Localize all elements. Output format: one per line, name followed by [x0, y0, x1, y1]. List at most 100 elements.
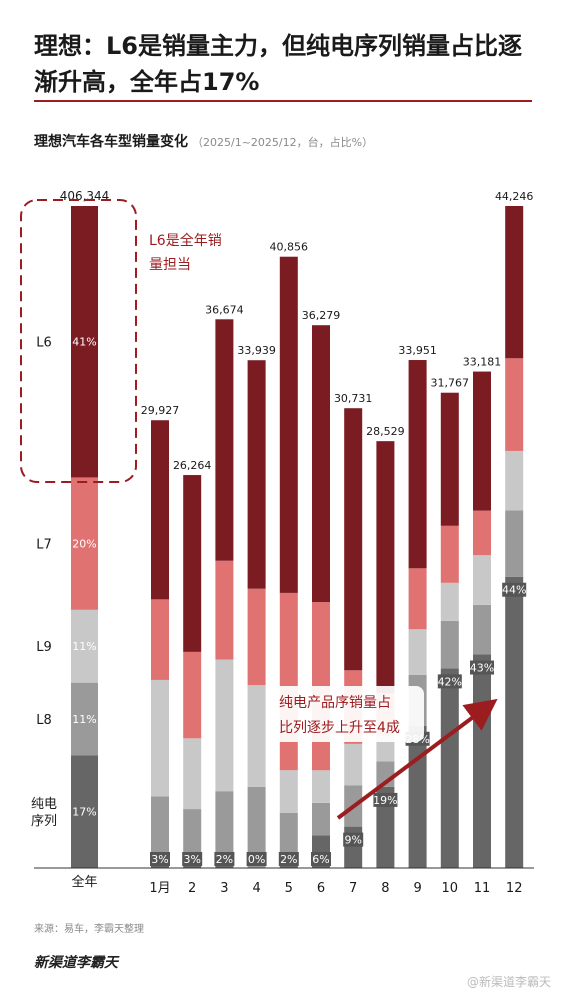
- ev-share-label: 3%: [151, 853, 168, 866]
- bar-segment: [473, 604, 491, 655]
- bar-segment: [279, 770, 298, 813]
- series-row-label: 序列: [31, 814, 57, 829]
- bar-segment: [247, 685, 266, 787]
- bar-total-label: 31,767: [431, 377, 470, 390]
- bar-segment: [312, 770, 330, 803]
- annual-bar-segment: [71, 755, 98, 868]
- ev-trend-arrow: [336, 698, 498, 820]
- chart-subtitle: 理想汽车各车型销量变化 （2025/1~2025/12，台，占比%）: [34, 131, 373, 151]
- ev-share-label: 2%: [216, 853, 233, 866]
- x-tick-label: 1月: [149, 881, 170, 896]
- bar-segment: [247, 588, 266, 686]
- ev-share-badge: [343, 832, 364, 847]
- x-tick-label: 6: [317, 881, 325, 896]
- bar-segment: [344, 408, 363, 671]
- bar-total-label: 33,181: [463, 356, 502, 369]
- bar-segment: [473, 371, 491, 511]
- ev-share-badge: [150, 852, 170, 866]
- series-row-label: L6: [36, 336, 52, 351]
- ev-share-label: 3%: [183, 853, 200, 866]
- bar-total-label: 29,927: [141, 404, 180, 417]
- bar-segment: [312, 325, 330, 603]
- bar-segment: [151, 420, 169, 600]
- ev-share-badge: [182, 852, 203, 866]
- bar-segment: [215, 560, 234, 660]
- bar-total-label: 40,856: [270, 241, 309, 254]
- bar-segment: [440, 668, 459, 868]
- ev-share-label: 9%: [344, 834, 361, 847]
- bar-total-label: 30,731: [334, 392, 373, 405]
- l6-note-line2: 量担当: [149, 257, 191, 273]
- bar-segment: [440, 392, 459, 526]
- bar-segment: [151, 599, 169, 680]
- bar-segment: [473, 555, 491, 605]
- x-tick-label: 4: [252, 881, 260, 896]
- bar-segment: [505, 358, 524, 451]
- x-tick-label: 5: [285, 881, 293, 896]
- x-tick-label: 10: [442, 881, 459, 896]
- bar-segment: [151, 796, 169, 855]
- bar-segment: [473, 654, 491, 868]
- ev-share-badge: [437, 674, 462, 689]
- source-note: 来源：易车，李霸天整理: [34, 924, 144, 935]
- annual-bar-segment: [71, 206, 98, 478]
- ev-share-label: 6%: [312, 853, 329, 866]
- annual-bar-segment: [71, 477, 98, 610]
- ev-share-label: 19%: [373, 794, 397, 807]
- title-divider: [34, 100, 532, 102]
- bar-segment: [505, 450, 524, 511]
- series-row-label: L9: [36, 640, 52, 655]
- bar-segment: [215, 659, 234, 792]
- l6-note-line1: L6是全年销: [149, 232, 222, 249]
- annual-category-label: 全年: [71, 874, 97, 890]
- bar-segment: [473, 510, 491, 556]
- series-row-label: L7: [36, 538, 52, 553]
- l6-highlight-box: [20, 199, 137, 483]
- bar-segment: [215, 319, 234, 561]
- bar-segment: [247, 360, 266, 589]
- bar-segment: [505, 576, 524, 868]
- ev-share-badge: [278, 852, 299, 866]
- ev-share-badge: [373, 792, 398, 807]
- chart-subtitle-main: 理想汽车各车型销量变化: [34, 134, 188, 150]
- annual-share-label: 17%: [72, 806, 96, 819]
- bar-segment: [183, 651, 202, 739]
- series-row-label: 纯电: [31, 797, 57, 812]
- annual-share-label: 11%: [72, 640, 96, 653]
- bar-segment: [408, 725, 427, 868]
- x-tick-label: 2: [188, 881, 196, 896]
- bar-segment: [215, 791, 234, 858]
- brand-logo-text: 新渠道李霸天: [34, 955, 118, 971]
- bar-total-label: 36,674: [205, 303, 244, 316]
- bar-total-label: 36,279: [302, 309, 341, 322]
- ev-share-label: 2%: [280, 853, 297, 866]
- bar-segment: [312, 802, 330, 836]
- bar-segment: [376, 441, 395, 693]
- x-tick-label: 7: [349, 881, 357, 896]
- x-tick-label: 11: [474, 881, 491, 896]
- bar-segment: [408, 568, 427, 630]
- bar-segment: [183, 809, 202, 857]
- headline: 理想：L6是销量主力，但纯电序列销量占比逐渐升高，全年占17%: [34, 32, 522, 96]
- annual-bar-segment: [71, 682, 98, 756]
- annual-bar-segment: [71, 609, 98, 683]
- ev-share-label: 0%: [248, 853, 265, 866]
- ev-share-badge: [470, 660, 494, 675]
- bar-segment: [183, 475, 202, 652]
- bar-segment: [279, 812, 298, 856]
- bar-total-label: 28,529: [366, 425, 405, 438]
- bar-segment: [440, 525, 459, 583]
- ev-share-badge: [311, 852, 331, 866]
- x-tick-label: 9: [413, 881, 421, 896]
- bar-segment: [440, 620, 459, 669]
- ev-note-line1: 纯电产品序销量占: [279, 695, 391, 711]
- ev-share-badge: [502, 582, 527, 597]
- bar-segment: [183, 738, 202, 810]
- x-tick-label: 8: [381, 881, 389, 896]
- ev-note-line2: 比列逐步上升至4成: [279, 720, 400, 736]
- bar-total-label: 33,951: [398, 344, 437, 357]
- bar-segment: [376, 735, 395, 762]
- bar-total-label: 26,264: [173, 459, 212, 472]
- sales-stacked-bar-chart: 29,927 3% 1月 26,264 3% 2 36,674 2% 3 33,939 0% 4 40,…: [20, 189, 534, 896]
- bar-segment: [376, 786, 395, 868]
